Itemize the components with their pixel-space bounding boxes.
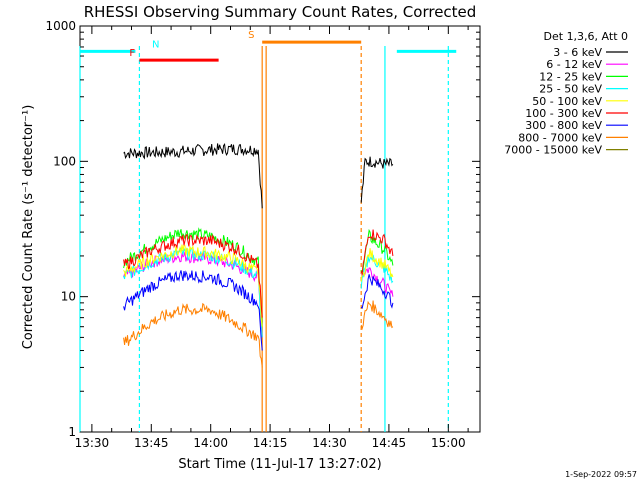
legend-entry-label: 300 - 800 keV <box>525 119 602 132</box>
timestamp: 1-Sep-2022 09:57 <box>565 470 637 479</box>
y-axis-label: Corrected Count Rate (s⁻¹ detector⁻¹) <box>21 105 36 350</box>
x-tick-label: 14:15 <box>253 436 288 450</box>
series-line <box>123 270 263 351</box>
y-tick-label: 1 <box>68 425 76 439</box>
series-line <box>123 243 263 327</box>
legend-entry-label: 12 - 25 keV <box>539 70 602 83</box>
legend-entry-label: 25 - 50 keV <box>539 83 602 96</box>
x-tick-label: 14:00 <box>193 436 228 450</box>
series-line <box>360 300 394 331</box>
x-axis-label: Start Time (11-Jul-17 13:27:02) <box>178 457 381 472</box>
y-tick-label: 1000 <box>45 19 76 33</box>
series-line <box>360 229 394 276</box>
series-line <box>360 248 394 282</box>
y-tick-label: 10 <box>61 290 76 304</box>
chart-title: RHESSI Observing Summary Count Rates, Co… <box>84 3 477 21</box>
flag-label: F <box>129 48 135 59</box>
legend-entry-label: 800 - 7000 keV <box>518 131 602 144</box>
series-line <box>123 143 263 209</box>
series-line <box>123 302 263 368</box>
x-tick-label: 15:00 <box>431 436 466 450</box>
flag-label: N <box>152 39 159 50</box>
legend-entry-label: 6 - 12 keV <box>546 58 602 71</box>
plot-area: N F S 13:30 13:45 14:00 14:15 14:30 14:45 15:00 1 1… <box>45 19 481 450</box>
x-tick-label: 14:30 <box>312 436 347 450</box>
series-line <box>123 233 263 318</box>
legend-entry-label: 50 - 100 keV <box>532 95 602 108</box>
x-tick-label: 14:45 <box>372 436 407 450</box>
x-tick-label: 13:30 <box>75 436 110 450</box>
legend-title: Det 1,3,6, Att 0 <box>544 30 628 43</box>
legend-entry-label: 7000 - 15000 keV <box>504 144 602 157</box>
series-line <box>360 267 394 297</box>
series-line <box>360 156 394 203</box>
series-line <box>360 274 394 309</box>
legend-entry-label: 3 - 6 keV <box>553 46 602 59</box>
y-tick-label: 100 <box>53 154 76 168</box>
x-tick-label: 13:45 <box>134 436 169 450</box>
legend-entry-label: 100 - 300 keV <box>525 107 602 120</box>
flag-label: S <box>248 30 254 41</box>
